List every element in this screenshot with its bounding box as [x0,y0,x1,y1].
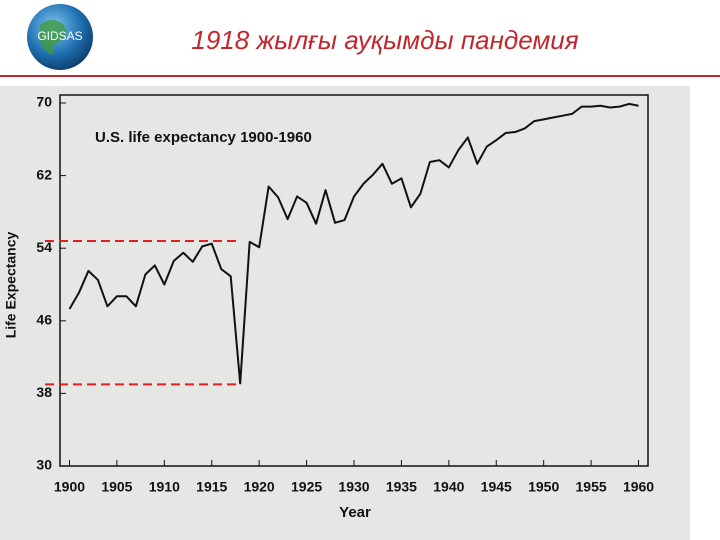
x-tick-label: 1945 [481,479,512,495]
x-tick-label: 1930 [338,479,369,495]
chart: U.S. life expectancy 1900-1960 Year Life… [3,94,655,521]
x-tick-label: 1950 [528,479,559,495]
x-tick-label: 1925 [291,479,322,495]
y-tick-label: 46 [36,312,52,328]
x-tick-label: 1920 [244,479,275,495]
chart-title: U.S. life expectancy 1900-1960 [95,129,312,146]
y-axis-label: Life Expectancy [3,231,19,338]
x-tick-label: 1935 [386,479,417,495]
logo-land [40,20,67,55]
x-tick-label: 1955 [576,479,607,495]
x-axis-label: Year [339,504,371,521]
x-tick-label: 1910 [149,479,180,495]
x-tick-label: 1900 [54,479,85,495]
logo-text: GIDSAS [37,29,82,43]
slide-title: 1918 жылғы ауқымды пандемия [191,25,578,55]
y-tick-label: 62 [36,166,52,182]
y-tick-label: 30 [36,457,52,473]
x-tick-label: 1905 [101,479,132,495]
chart-background [0,86,690,540]
data-line [68,102,639,385]
x-tick-label: 1940 [433,479,464,495]
x-tick-label: 1960 [623,479,654,495]
y-tick-label: 70 [36,94,52,110]
y-tick-label: 38 [36,384,52,400]
y-tick-label: 54 [36,239,52,255]
x-tick-label: 1915 [196,479,227,495]
